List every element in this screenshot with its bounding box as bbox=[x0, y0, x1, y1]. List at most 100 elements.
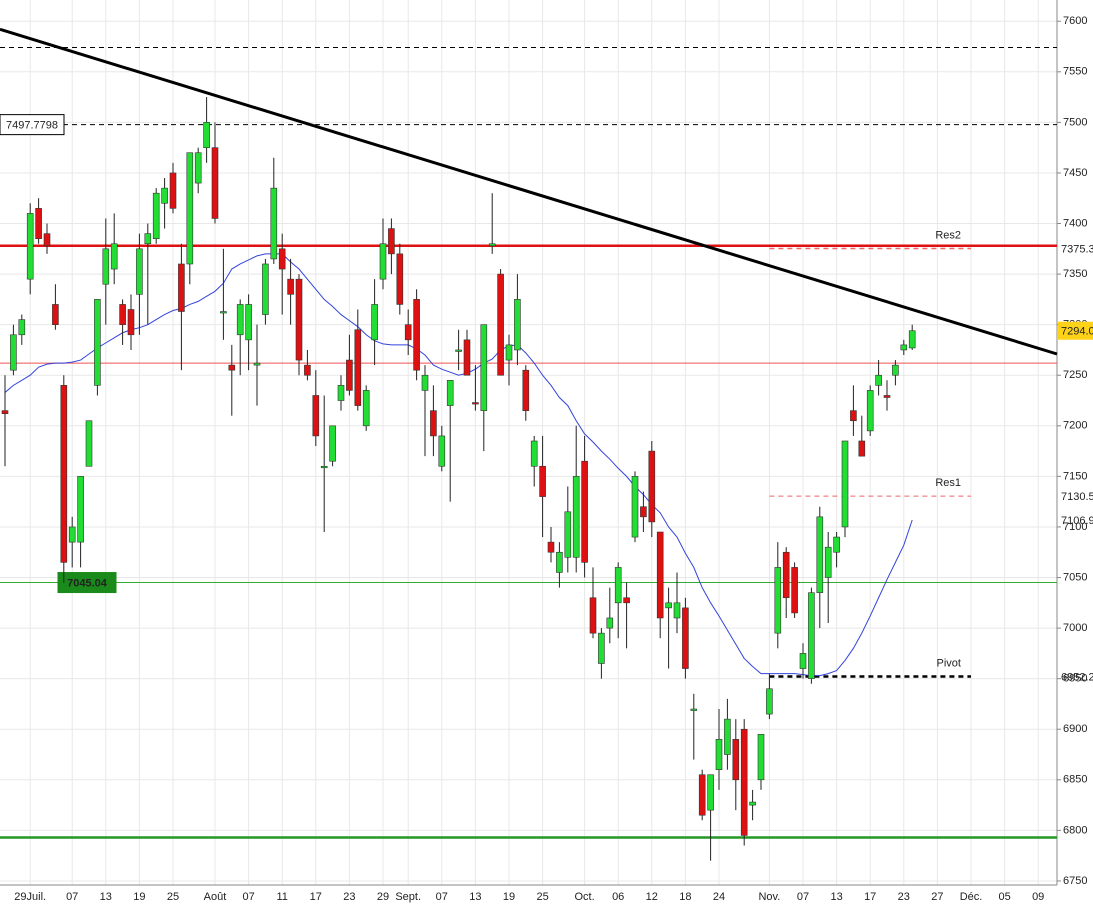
candle-body bbox=[270, 187, 278, 260]
level-tag: Pivot bbox=[937, 657, 961, 669]
candle-body bbox=[556, 551, 563, 573]
y-tick-label: 7500 bbox=[1063, 116, 1087, 128]
x-tick-label: 13 bbox=[469, 891, 481, 903]
x-tick-label: 29 bbox=[377, 891, 389, 903]
candle-body bbox=[816, 516, 824, 593]
candle-body bbox=[320, 465, 328, 469]
x-tick-label: 17 bbox=[310, 891, 322, 903]
candle-body bbox=[539, 465, 546, 497]
y-tick-label: 7100 bbox=[1063, 521, 1087, 533]
candle-body bbox=[438, 435, 446, 467]
candle-body bbox=[530, 440, 538, 467]
candle-body bbox=[1, 410, 9, 414]
candle-body bbox=[446, 379, 454, 406]
candle-body bbox=[732, 739, 740, 781]
candle-body bbox=[346, 359, 353, 391]
y-tick-label: 7050 bbox=[1063, 571, 1087, 583]
candle-body bbox=[841, 440, 849, 528]
candle-body bbox=[866, 390, 874, 432]
x-tick-label: 13 bbox=[100, 891, 112, 903]
candle-body bbox=[623, 597, 630, 604]
candle-body bbox=[824, 546, 832, 578]
candle-body bbox=[799, 653, 807, 669]
candle-body bbox=[287, 278, 294, 295]
candle-body bbox=[52, 304, 59, 325]
candle-body bbox=[698, 774, 706, 816]
y-tick-label: 7150 bbox=[1063, 470, 1087, 482]
x-tick-label: 07 bbox=[436, 891, 448, 903]
candle-body bbox=[388, 228, 395, 255]
candle-body bbox=[581, 460, 588, 563]
candle-body bbox=[589, 597, 597, 634]
level-box-label: 7497.7798 bbox=[6, 120, 58, 132]
level-tag: Res1 bbox=[935, 477, 961, 489]
candle-body bbox=[262, 263, 269, 315]
y-tick-label: 7250 bbox=[1063, 369, 1087, 381]
candle-body bbox=[505, 344, 513, 361]
price-label: 6952.2 bbox=[1061, 671, 1093, 683]
candle-body bbox=[791, 567, 798, 614]
candle-body bbox=[892, 364, 899, 376]
y-tick-label: 7400 bbox=[1063, 217, 1087, 229]
candle-body bbox=[858, 440, 866, 457]
candle-body bbox=[102, 248, 110, 285]
candle-body bbox=[833, 536, 840, 553]
x-tick-label: 29Juil. bbox=[14, 891, 46, 903]
candle-body bbox=[94, 299, 101, 386]
candle-body bbox=[278, 248, 286, 270]
candle-body bbox=[522, 369, 530, 411]
candle-body bbox=[707, 774, 714, 811]
candle-body bbox=[35, 208, 42, 239]
moving-average bbox=[4, 253, 913, 677]
candle-body bbox=[152, 192, 160, 239]
candle-body bbox=[178, 263, 185, 312]
candle-body bbox=[665, 602, 672, 609]
candle-body bbox=[749, 801, 756, 806]
y-tick-label: 7000 bbox=[1063, 622, 1087, 634]
candle-body bbox=[724, 718, 731, 755]
x-tick-label: 27 bbox=[931, 891, 943, 903]
candle-body bbox=[337, 385, 345, 401]
candle-body bbox=[144, 233, 152, 245]
x-tick-label: 07 bbox=[66, 891, 78, 903]
candle-body bbox=[808, 592, 815, 679]
candle-body bbox=[421, 374, 429, 391]
price-label: 7375.3 bbox=[1061, 243, 1093, 255]
candle-body bbox=[598, 632, 605, 664]
candle-body bbox=[900, 344, 908, 351]
y-tick-label: 7450 bbox=[1063, 167, 1087, 179]
candle-body bbox=[547, 541, 555, 553]
x-tick-label: Sept. bbox=[395, 891, 421, 903]
level-box bbox=[0, 114, 65, 136]
plot-area: 7497.7798 7045.04 Res2 Res1 Pivot bbox=[0, 27, 1058, 861]
last-price-box bbox=[1058, 321, 1093, 340]
x-tick-label: Nov. bbox=[758, 891, 780, 903]
candle-body bbox=[203, 122, 210, 148]
candle-body bbox=[480, 324, 488, 411]
candle-body bbox=[430, 410, 437, 437]
candle-body bbox=[715, 739, 723, 770]
candle-body bbox=[253, 362, 261, 366]
candle-body bbox=[606, 617, 614, 629]
candle-body bbox=[329, 425, 336, 462]
candle-body bbox=[211, 147, 219, 219]
candle-body bbox=[312, 395, 320, 437]
x-tick-label: Déc. bbox=[960, 891, 983, 903]
x-tick-label: 11 bbox=[276, 891, 287, 903]
y-tick-label: 6950 bbox=[1063, 673, 1087, 685]
candle-body bbox=[472, 402, 479, 405]
ma-label: 7106.9 bbox=[1061, 515, 1093, 527]
price-label: 7130.5 bbox=[1061, 491, 1093, 503]
candle-body bbox=[379, 243, 387, 280]
y-tick-label: 7550 bbox=[1063, 66, 1087, 78]
candle-body bbox=[186, 152, 194, 265]
candle-body bbox=[883, 395, 891, 398]
candle-body bbox=[908, 330, 916, 349]
candle-body bbox=[514, 299, 521, 351]
candle-body bbox=[766, 688, 773, 715]
candle-body bbox=[169, 172, 177, 209]
candle-body bbox=[488, 243, 496, 247]
y-tick-label: 7350 bbox=[1063, 268, 1087, 280]
